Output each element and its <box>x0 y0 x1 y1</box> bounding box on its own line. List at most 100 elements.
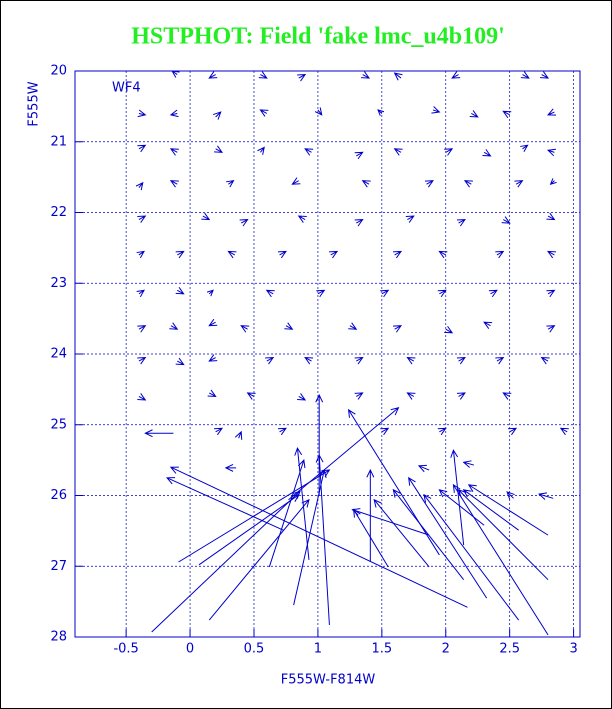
arrow <box>259 109 269 117</box>
arrow <box>373 498 430 568</box>
y-tick-label: 24 <box>50 347 67 362</box>
arrow <box>137 215 147 223</box>
arrow <box>277 250 287 259</box>
x-tick-label: 3 <box>569 642 577 657</box>
arrow <box>423 493 520 621</box>
arrow <box>169 109 179 118</box>
arrow <box>297 73 307 82</box>
arrow <box>354 219 364 227</box>
arrow <box>137 325 147 333</box>
arrow <box>227 250 237 259</box>
arrow <box>502 392 512 400</box>
arrow <box>437 289 447 298</box>
arrow <box>351 508 430 536</box>
arrow <box>546 148 557 157</box>
arrow <box>315 393 324 496</box>
arrow <box>508 427 518 436</box>
arrow <box>214 145 224 153</box>
arrow <box>450 449 465 546</box>
arrow <box>169 466 468 608</box>
arrow <box>284 322 294 330</box>
x-tick-label: 0.5 <box>244 642 265 657</box>
arrow <box>265 289 275 298</box>
y-tick-label: 27 <box>50 559 67 574</box>
arrow <box>502 110 512 119</box>
arrow <box>201 212 211 221</box>
arrow <box>347 408 440 556</box>
arrow <box>483 321 493 329</box>
arrow <box>393 72 403 81</box>
arrow <box>265 356 275 365</box>
arrow <box>268 459 306 568</box>
arrow <box>137 356 147 365</box>
arrow <box>463 180 473 188</box>
arrow <box>354 392 364 400</box>
arrow <box>294 446 310 560</box>
arrow <box>488 289 498 298</box>
arrow <box>135 181 144 191</box>
arrow <box>456 219 466 227</box>
arrow <box>462 460 475 468</box>
arrow <box>520 71 530 79</box>
arrow <box>467 484 549 536</box>
arrow <box>438 489 485 526</box>
arrow <box>288 407 400 501</box>
arrow <box>514 180 524 188</box>
arrow <box>137 109 147 118</box>
arrow <box>361 71 371 79</box>
y-tick-label: 21 <box>50 134 67 149</box>
arrow <box>457 489 549 581</box>
y-tick-label: 28 <box>50 630 67 645</box>
arrow <box>437 427 447 436</box>
arrow <box>495 356 505 365</box>
arrow <box>316 289 326 298</box>
x-tick-label: 1 <box>314 642 322 657</box>
arrow <box>501 216 511 224</box>
arrow <box>175 287 185 295</box>
arrow <box>424 180 434 188</box>
arrow <box>506 491 515 500</box>
arrow <box>169 148 179 156</box>
arrow <box>540 356 550 365</box>
arrow <box>451 71 461 79</box>
arrow <box>291 177 301 185</box>
arrow <box>212 111 222 120</box>
arrow <box>169 180 179 188</box>
x-tick-label: 2 <box>442 642 450 657</box>
arrow <box>136 250 145 259</box>
arrow <box>144 429 174 438</box>
arrow <box>297 393 307 401</box>
y-tick-label: 22 <box>50 205 67 220</box>
x-tick-label: 2.5 <box>499 642 520 657</box>
x-tick-label: -0.5 <box>113 642 138 657</box>
arrow <box>431 106 441 114</box>
arrow <box>208 318 218 327</box>
y-tick-label: 23 <box>50 276 67 291</box>
arrow <box>546 108 557 116</box>
arrow <box>169 322 179 330</box>
y-axis-label: F555W <box>27 81 42 126</box>
arrow <box>136 289 145 298</box>
arrow <box>547 250 557 259</box>
x-tick-label: 1.5 <box>371 642 392 657</box>
arrow <box>406 392 416 400</box>
arrow <box>297 215 307 223</box>
arrow <box>537 492 554 500</box>
arrow <box>224 463 237 472</box>
arrow <box>392 488 465 581</box>
arrow <box>392 325 403 333</box>
arrow <box>214 427 224 436</box>
arrow <box>417 464 430 473</box>
arrow <box>462 489 519 531</box>
arrow <box>495 250 505 259</box>
arrow <box>438 250 448 259</box>
arrow <box>354 356 364 365</box>
arrow <box>166 477 284 531</box>
arrow <box>361 180 371 188</box>
arrow <box>304 356 314 365</box>
x-axis-label: F555W-F814W <box>281 673 376 688</box>
arrow <box>546 289 556 298</box>
arrow <box>377 109 385 116</box>
x-tick-label: 0 <box>186 642 194 657</box>
